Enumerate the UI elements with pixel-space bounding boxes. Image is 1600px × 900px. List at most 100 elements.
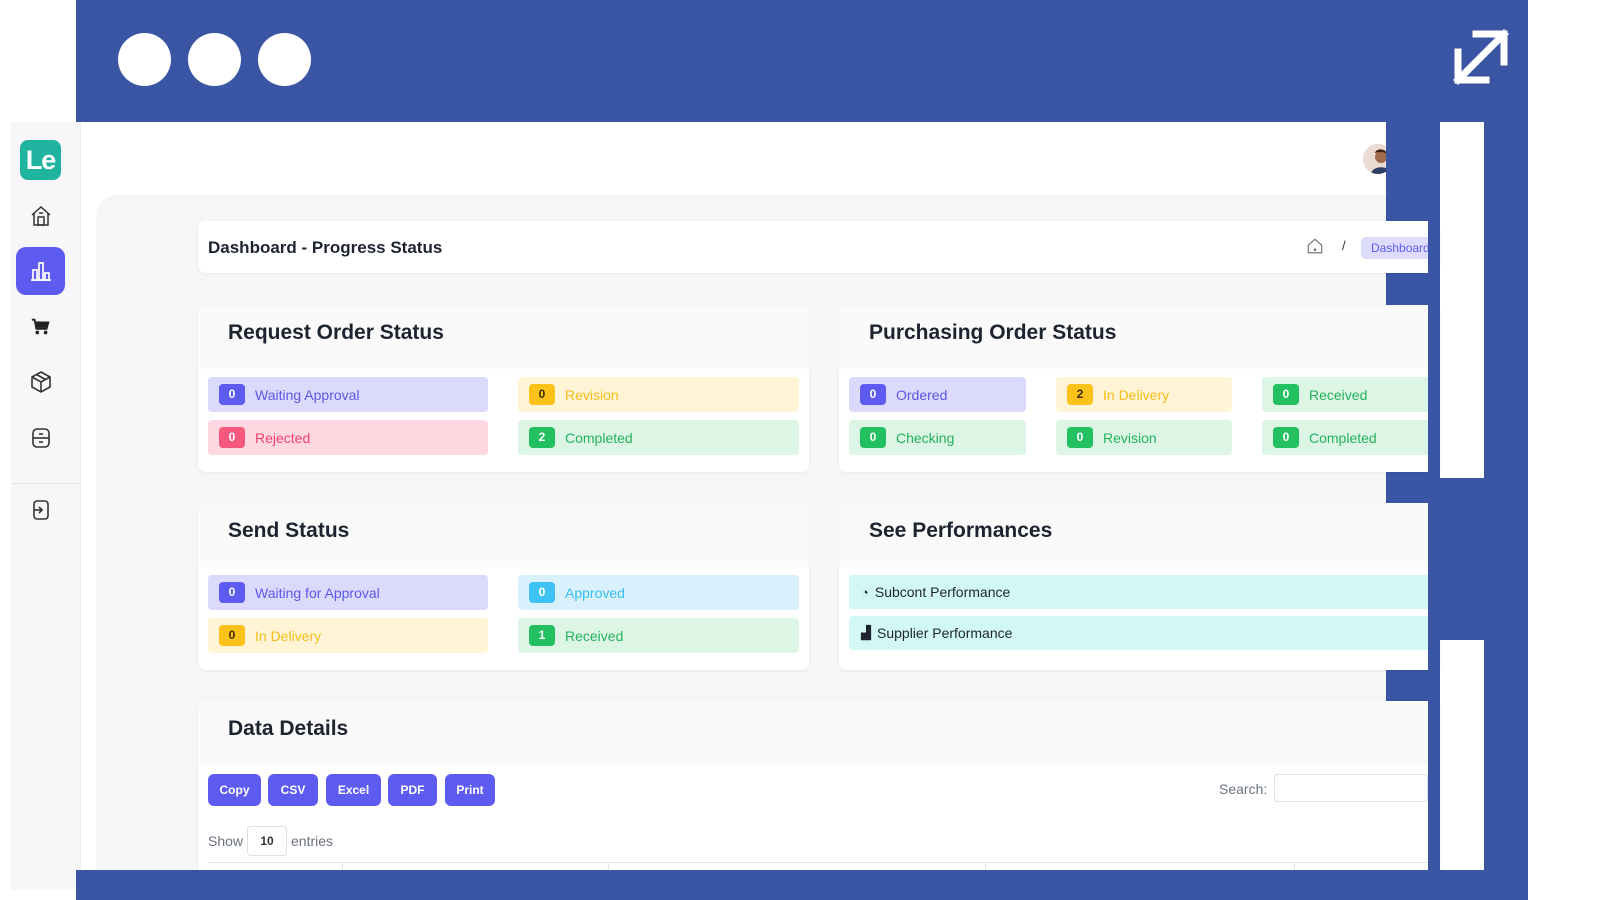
status-count: 0	[860, 427, 886, 448]
bar-chart-icon: ▟	[861, 625, 871, 640]
send-status-card: Send Status 0 Waiting for Approval 0 App…	[198, 503, 809, 670]
pie-chart-icon: ◔	[861, 584, 869, 600]
status-count: 0	[1067, 427, 1093, 448]
window-dot	[118, 33, 171, 86]
status-item[interactable]: 0 Rejected	[208, 420, 488, 455]
status-count: 0	[219, 427, 245, 448]
table-header	[208, 862, 1428, 874]
status-item[interactable]: 0 Revision	[1056, 420, 1232, 455]
status-count: 0	[860, 384, 886, 405]
frame-edge	[1484, 122, 1494, 900]
status-label: Waiting Approval	[255, 386, 360, 403]
status-count: 0	[1273, 384, 1299, 405]
frame-edge	[1440, 478, 1484, 640]
breadcrumb-home-icon[interactable]	[1306, 237, 1324, 255]
frame-edge	[76, 870, 1494, 900]
page-title: Dashboard - Progress Status	[208, 238, 443, 257]
bar-chart-icon	[30, 262, 51, 281]
pdf-button[interactable]: PDF	[388, 774, 437, 806]
user-avatar[interactable]	[1363, 144, 1386, 174]
status-label: Ordered	[896, 386, 948, 403]
sidebar-divider	[11, 483, 81, 484]
subcont-performance-link[interactable]: ◔ Subcont Performance	[849, 575, 1440, 609]
breadcrumb-current: Dashboard	[1361, 237, 1440, 259]
status-label: Waiting for Approval	[255, 584, 380, 601]
status-label: Rejected	[255, 429, 311, 446]
status-label: Revision	[565, 386, 619, 403]
status-label: Received	[1309, 386, 1368, 403]
status-item[interactable]: 0 Completed	[1262, 420, 1440, 455]
status-count: 0	[1273, 427, 1299, 448]
home-icon	[31, 205, 50, 226]
csv-button[interactable]: CSV	[268, 774, 318, 806]
scroll-panel	[1440, 640, 1484, 900]
table-column-divider	[342, 862, 343, 874]
card-title: Request Order Status	[198, 305, 809, 369]
performances-card: See Performances ◔ Subcont Performance ▟…	[839, 503, 1440, 670]
status-label: Approved	[565, 584, 625, 601]
request-order-card: Request Order Status 0 Waiting Approval …	[198, 305, 809, 472]
status-item[interactable]: 0 Checking	[849, 420, 1026, 455]
status-count: 0	[529, 384, 555, 405]
status-label: In Delivery	[1103, 386, 1170, 403]
copy-button[interactable]: Copy	[208, 774, 261, 806]
status-item[interactable]: 0 Received	[1262, 377, 1440, 412]
card-title: Send Status	[198, 503, 809, 567]
status-count: 0	[219, 582, 245, 603]
performance-label: Subcont Performance	[874, 584, 1011, 600]
sidebar-item-products[interactable]	[16, 358, 65, 406]
search-input[interactable]	[1274, 774, 1428, 802]
window-dot	[188, 33, 241, 86]
card-title: Data Details	[198, 701, 1440, 765]
status-item[interactable]: 2 In Delivery	[1056, 377, 1232, 412]
status-item[interactable]: 0 In Delivery	[208, 618, 488, 653]
show-label: Show	[208, 833, 244, 849]
status-label: Completed	[565, 429, 633, 446]
print-button[interactable]: Print	[445, 774, 495, 806]
table-column-divider	[985, 862, 986, 874]
archive-icon	[31, 428, 50, 448]
status-label: Revision	[1103, 429, 1157, 446]
status-label: Completed	[1309, 429, 1377, 446]
purchasing-order-card: Purchasing Order Status 0 Ordered 2 In D…	[839, 305, 1440, 472]
breadcrumb-separator: /	[1342, 238, 1346, 253]
status-count: 0	[219, 384, 245, 405]
app-logo[interactable]: Le	[20, 140, 61, 180]
sidebar: Le	[11, 122, 81, 890]
sidebar-item-logout[interactable]	[16, 486, 65, 534]
status-count: 0	[529, 582, 555, 603]
status-label: In Delivery	[255, 627, 322, 644]
page-header-card: Dashboard - Progress Status / Dashboard	[198, 221, 1440, 273]
status-item[interactable]: 0 Waiting for Approval	[208, 575, 488, 610]
sidebar-item-home[interactable]	[16, 192, 65, 240]
box-icon	[30, 371, 51, 393]
status-item[interactable]: 1 Received	[518, 618, 799, 653]
status-count: 1	[529, 625, 555, 646]
expand-icon[interactable]	[1446, 22, 1516, 92]
logout-icon	[32, 500, 49, 520]
performance-label: Supplier Performance	[877, 625, 1013, 641]
frame-edge	[1428, 122, 1440, 900]
status-item[interactable]: 0 Waiting Approval	[208, 377, 488, 412]
table-column-divider	[608, 862, 609, 874]
status-item[interactable]: 0 Ordered	[849, 377, 1026, 412]
sidebar-item-archive[interactable]	[16, 414, 65, 462]
avatar-icon	[1363, 144, 1386, 174]
card-title: See Performances	[839, 503, 1440, 567]
cart-icon	[31, 318, 50, 335]
status-item[interactable]: 0 Approved	[518, 575, 799, 610]
scroll-panel	[1440, 122, 1484, 478]
status-item[interactable]: 2 Completed	[518, 420, 799, 455]
search-label: Search:	[1219, 781, 1268, 797]
table-column-divider	[1294, 862, 1295, 874]
entries-label: entries	[291, 833, 334, 849]
status-count: 2	[529, 427, 555, 448]
status-item[interactable]: 0 Revision	[518, 377, 799, 412]
sidebar-item-cart[interactable]	[16, 303, 65, 351]
card-title: Purchasing Order Status	[839, 305, 1440, 369]
supplier-performance-link[interactable]: ▟ Supplier Performance	[849, 616, 1440, 650]
window-dot	[258, 33, 311, 86]
entries-select[interactable]: 10	[247, 826, 287, 856]
excel-button[interactable]: Excel	[326, 774, 381, 806]
sidebar-item-dashboard[interactable]	[16, 247, 65, 295]
